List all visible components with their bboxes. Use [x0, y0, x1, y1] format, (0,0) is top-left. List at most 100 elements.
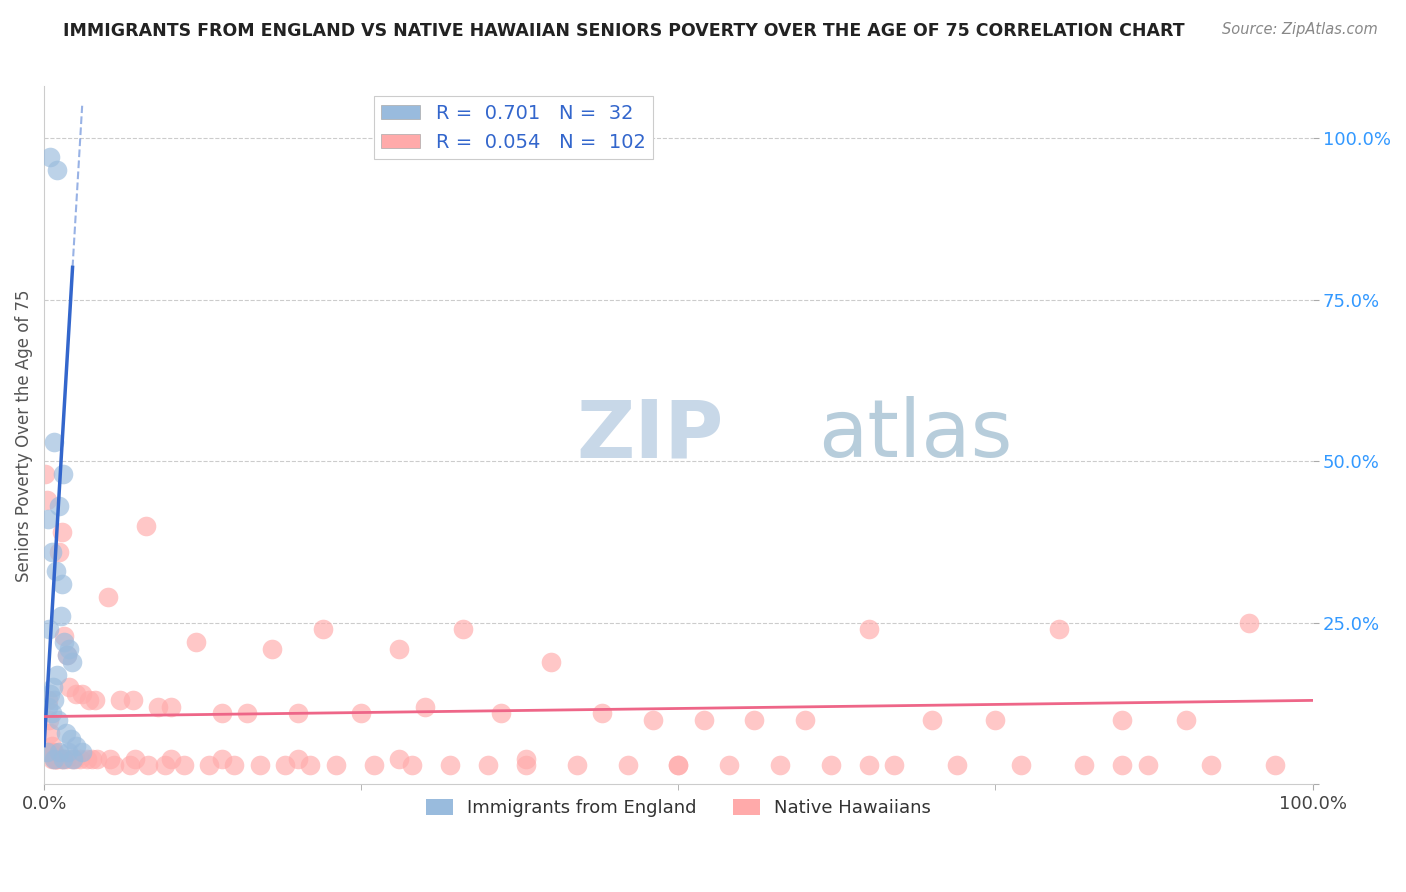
Point [58, 641, 80, 656]
Point [160, 699, 183, 714]
Point [69, 751, 91, 765]
Point [515, 751, 537, 765]
Point [44, 751, 66, 765]
Point [489, 706, 512, 721]
Point [325, 758, 347, 772]
Point [37, 699, 59, 714]
Point [56, 648, 79, 662]
Point [34, 467, 56, 482]
Point [37, 693, 59, 707]
Point [83, 693, 105, 707]
Point [44, 751, 66, 765]
Point [45, 751, 67, 765]
Point [38, 713, 60, 727]
Point [413, 699, 436, 714]
Point [52, 751, 75, 765]
Point [56, 648, 79, 662]
Point [274, 758, 297, 772]
Point [1174, 713, 1197, 727]
Point [98, 751, 121, 765]
Point [744, 713, 766, 727]
Point [44, 751, 66, 765]
Point [37, 512, 59, 526]
Point [82, 751, 104, 765]
Point [148, 699, 170, 714]
Point [666, 758, 689, 772]
Point [45, 163, 67, 178]
Point [44, 434, 66, 449]
Point [794, 713, 817, 727]
Point [173, 758, 195, 772]
Point [350, 706, 373, 721]
Point [37, 745, 59, 759]
Point [38, 622, 60, 636]
Point [44, 693, 66, 707]
Point [1263, 758, 1285, 772]
Point [401, 758, 423, 772]
Point [124, 751, 146, 765]
Point [49, 751, 72, 765]
Point [58, 681, 80, 695]
Point [1073, 758, 1095, 772]
Point [299, 758, 322, 772]
Point [35, 493, 58, 508]
Point [86, 751, 108, 765]
Point [451, 622, 474, 636]
Point [41, 751, 63, 765]
Point [45, 667, 67, 681]
Text: Source: ZipAtlas.com: Source: ZipAtlas.com [1222, 22, 1378, 37]
Point [70, 745, 93, 759]
Point [160, 751, 183, 765]
Point [540, 655, 562, 669]
Point [60, 655, 83, 669]
Point [48, 545, 70, 559]
Point [1136, 758, 1159, 772]
Point [211, 751, 233, 765]
Point [186, 635, 208, 649]
Point [41, 739, 63, 753]
Point [1047, 622, 1070, 636]
Point [249, 758, 271, 772]
Point [52, 467, 75, 482]
Point [312, 622, 335, 636]
Point [62, 751, 84, 765]
Point [53, 635, 76, 649]
Point [76, 751, 98, 765]
Point [439, 758, 461, 772]
Point [198, 758, 221, 772]
Text: ZIP: ZIP [576, 396, 724, 475]
Point [42, 681, 65, 695]
Point [65, 739, 87, 753]
Point [70, 687, 93, 701]
Point [55, 725, 77, 739]
Point [287, 751, 309, 765]
Point [1199, 758, 1222, 772]
Point [1111, 713, 1133, 727]
Point [39, 687, 62, 701]
Point [51, 577, 73, 591]
Text: atlas: atlas [818, 396, 1012, 475]
Point [262, 641, 284, 656]
Point [42, 745, 65, 759]
Point [52, 751, 75, 765]
Point [49, 609, 72, 624]
Point [122, 693, 145, 707]
Text: IMMIGRANTS FROM ENGLAND VS NATIVE HAWAIIAN SENIORS POVERTY OVER THE AGE OF 75 CO: IMMIGRANTS FROM ENGLAND VS NATIVE HAWAII… [63, 22, 1185, 40]
Point [236, 706, 259, 721]
Point [60, 751, 83, 765]
Point [48, 500, 70, 514]
Point [120, 758, 142, 772]
Point [39, 725, 62, 739]
Point [565, 758, 588, 772]
Point [135, 519, 157, 533]
Point [41, 706, 63, 721]
Point [96, 590, 118, 604]
Legend: Immigrants from England, Native Hawaiians: Immigrants from England, Native Hawaiian… [419, 791, 938, 824]
Point [616, 758, 638, 772]
Point [946, 758, 969, 772]
Point [39, 151, 62, 165]
Point [591, 706, 613, 721]
Point [51, 525, 73, 540]
Point [921, 713, 943, 727]
Point [53, 629, 76, 643]
